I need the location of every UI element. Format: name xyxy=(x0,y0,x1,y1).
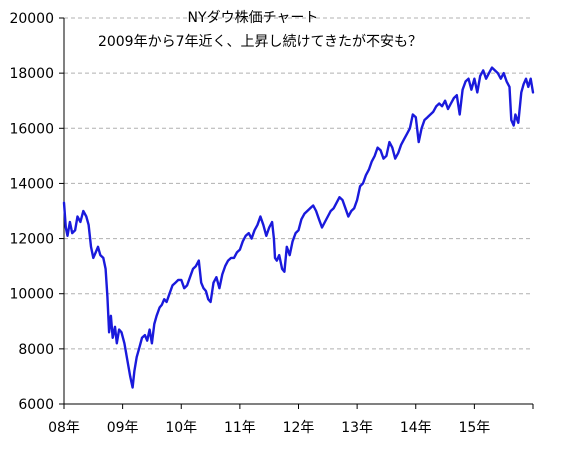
x-tick-label: 08年 xyxy=(48,420,80,436)
y-tick-label: 14000 xyxy=(9,176,54,192)
y-tick-label: 10000 xyxy=(9,287,54,303)
y-tick-label: 16000 xyxy=(9,121,54,137)
y-tick-label: 8000 xyxy=(18,342,54,358)
x-tick-label: 15年 xyxy=(458,420,490,436)
y-tick-label: 12000 xyxy=(9,232,54,248)
y-tick-label: 18000 xyxy=(9,66,54,82)
y-tick-label: 6000 xyxy=(18,397,54,413)
x-tick-label: 13年 xyxy=(341,420,373,436)
x-tick-label: 10年 xyxy=(165,420,197,436)
x-tick-label: 12年 xyxy=(283,420,315,436)
gridlines xyxy=(64,17,533,350)
chart-subtitle: 2009年から7年近く、上昇し続けてきたが不安も？ xyxy=(98,33,422,50)
x-tick-label: 14年 xyxy=(400,420,432,436)
series-line xyxy=(62,66,535,389)
y-tick-labels: 6000 8000 10000 12000 14000 16000 18000 20000 xyxy=(9,11,64,413)
series-lines xyxy=(62,66,535,389)
y-tick-label: 20000 xyxy=(9,11,54,27)
x-tick-label: 09年 xyxy=(107,420,139,436)
x-tick-labels: 08年 09年 10年 11年 12年 13年 14年 15年 xyxy=(48,404,534,436)
x-tick-label: 11年 xyxy=(224,420,256,436)
chart-title: NYダウ株価チャート xyxy=(188,10,319,26)
